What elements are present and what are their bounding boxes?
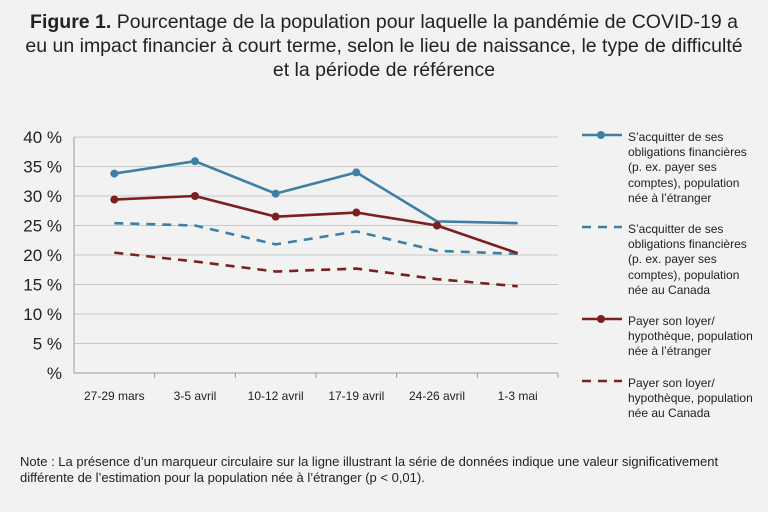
x-tick-label: 24-26 avril	[409, 389, 465, 403]
data-point-marker	[271, 189, 280, 198]
y-tick-label: 25 %	[23, 217, 62, 236]
data-point-marker	[191, 192, 199, 200]
x-tick-label: 1-3 mai	[498, 389, 538, 403]
y-tick-label: 35 %	[23, 158, 62, 177]
legend-label: S’acquitter de ses obligations financièr…	[628, 130, 747, 205]
legend-swatch-marker	[597, 315, 605, 323]
legend-label: Payer son loyer/ hypothèque, population …	[628, 314, 753, 359]
x-tick-label: 3-5 avril	[174, 389, 217, 403]
x-tick-label: 10-12 avril	[248, 389, 304, 403]
y-tick-label: %	[47, 364, 62, 383]
x-tick-label: 27-29 mars	[84, 389, 145, 403]
x-tick-label: 17-19 avril	[328, 389, 384, 403]
y-tick-label: 10 %	[23, 305, 62, 324]
data-point-marker	[352, 208, 361, 217]
series-line	[114, 159, 518, 225]
data-point-marker	[433, 221, 441, 230]
figure-number: Figure 1.	[30, 11, 112, 33]
y-tick-label: 20 %	[23, 246, 62, 265]
data-point-marker	[110, 169, 119, 178]
y-tick-label: 30 %	[23, 187, 62, 206]
data-point-marker	[191, 157, 199, 166]
figure-note: Note : La présence d’un marqueur circula…	[20, 454, 719, 485]
data-point-marker	[352, 168, 361, 177]
y-tick-label: 15 %	[23, 276, 62, 295]
y-tick-label: 40 %	[23, 128, 62, 147]
figure-title-text: Pourcentage de la population pour laquel…	[25, 11, 743, 81]
series-line	[114, 251, 518, 288]
data-point-marker	[271, 212, 280, 221]
figure-title: Figure 1. Pourcentage de la population p…	[20, 10, 748, 82]
series-line	[114, 221, 518, 256]
data-point-marker	[110, 195, 119, 204]
legend-swatch-marker	[597, 131, 605, 139]
y-tick-label: 5 %	[33, 335, 62, 354]
legend-label: Payer son loyer/ hypothèque, population …	[628, 376, 753, 421]
series-line	[114, 194, 519, 255]
legend-label: S’acquitter de ses obligations financièr…	[628, 222, 747, 297]
